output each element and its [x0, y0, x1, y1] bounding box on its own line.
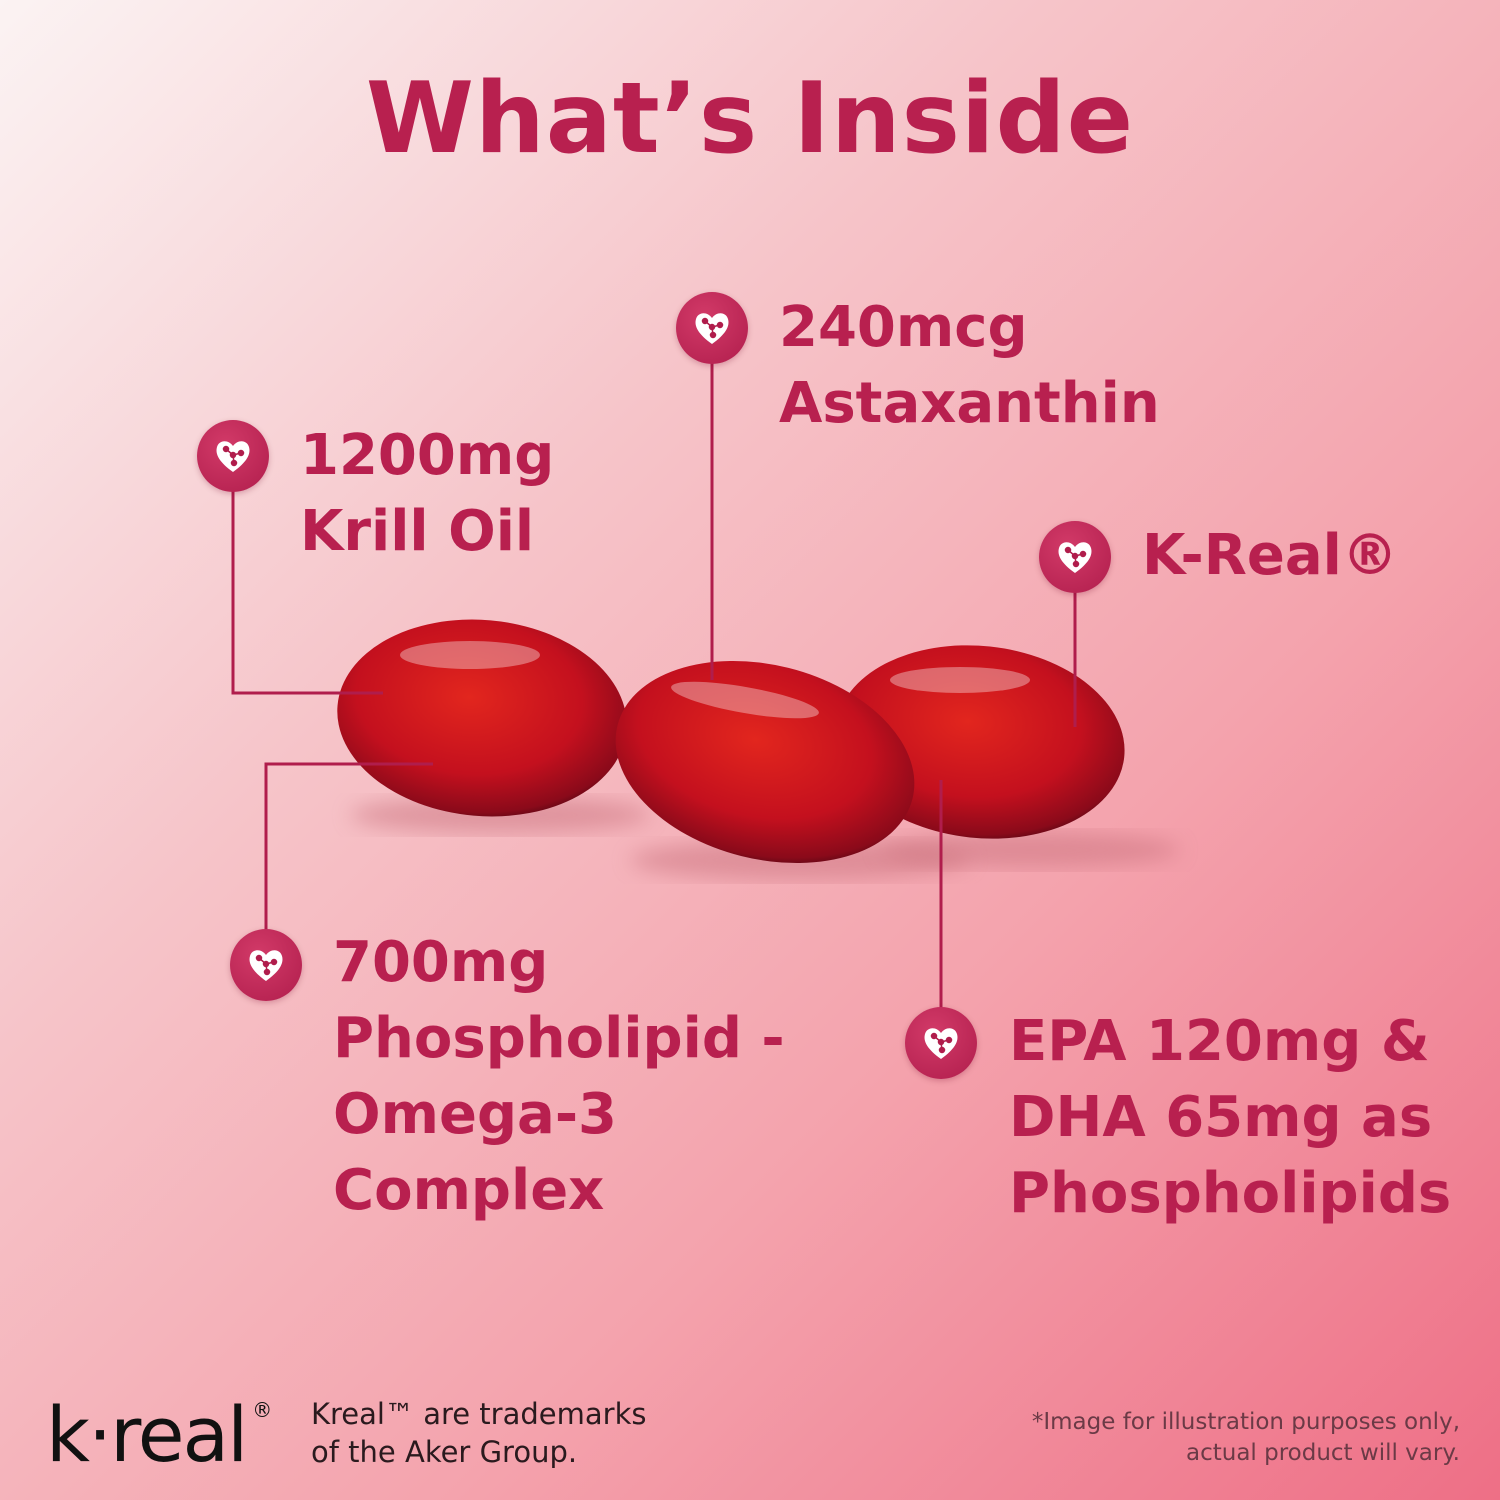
callout-krill-oil: 1200mg Krill Oil [300, 418, 554, 570]
disclaimer-line: *Image for illustration purposes only, [1031, 1409, 1460, 1435]
callout-line: 700mg [333, 930, 549, 995]
callout-astaxanthin: 240mcg Astaxanthin [779, 290, 1160, 442]
callout-line: Omega-3 [333, 1082, 618, 1147]
kreal-logo: k·real ® [46, 1390, 272, 1479]
callout-line: Complex [333, 1158, 605, 1223]
callout-line: 240mcg [779, 295, 1028, 360]
heart-molecule-icon [1039, 521, 1111, 593]
trademark-line: Kreal™ are trademarks [311, 1397, 647, 1431]
capsule-highlight [890, 667, 1030, 693]
disclaimer: *Image for illustration purposes only, a… [1032, 1407, 1460, 1469]
capsule [615, 660, 915, 864]
callout-line: Krill Oil [300, 499, 535, 564]
heart-molecule-icon [676, 292, 748, 364]
capsule-highlight [671, 681, 819, 719]
callout-line: DHA 65mg as [1009, 1085, 1433, 1150]
heart-molecule-icon [197, 420, 269, 492]
callout-line: Phospholipids [1009, 1161, 1452, 1226]
callout-line: Astaxanthin [779, 371, 1160, 436]
callout-line: 1200mg [300, 423, 555, 488]
trademark-note: Kreal™ are trademarks of the Aker Group. [311, 1395, 646, 1471]
page-title: What’s Inside [365, 62, 1135, 176]
capsule-highlight [400, 641, 540, 669]
trademark-line: of the Aker Group. [311, 1435, 578, 1469]
callout-k-real: K-Real® [1142, 518, 1398, 594]
callout-lines [231, 362, 1077, 1008]
disclaimer-line: actual product will vary. [1185, 1440, 1460, 1466]
callout-epa-dha: EPA 120mg & DHA 65mg as Phospholipids [1009, 1004, 1451, 1232]
capsule-shadow [880, 832, 1180, 868]
heart-molecule-icon [905, 1007, 977, 1079]
registered-mark: ® [252, 1398, 272, 1422]
callout-line: EPA 120mg & [1009, 1009, 1430, 1074]
callout-line: Phospholipid - [333, 1006, 785, 1071]
logo-text: k·real [46, 1390, 248, 1479]
callout-phospholipid: 700mg Phospholipid - Omega-3 Complex [333, 925, 785, 1229]
capsule [337, 619, 627, 817]
callout-line: K-Real® [1142, 523, 1398, 588]
heart-molecule-icon [230, 929, 302, 1001]
